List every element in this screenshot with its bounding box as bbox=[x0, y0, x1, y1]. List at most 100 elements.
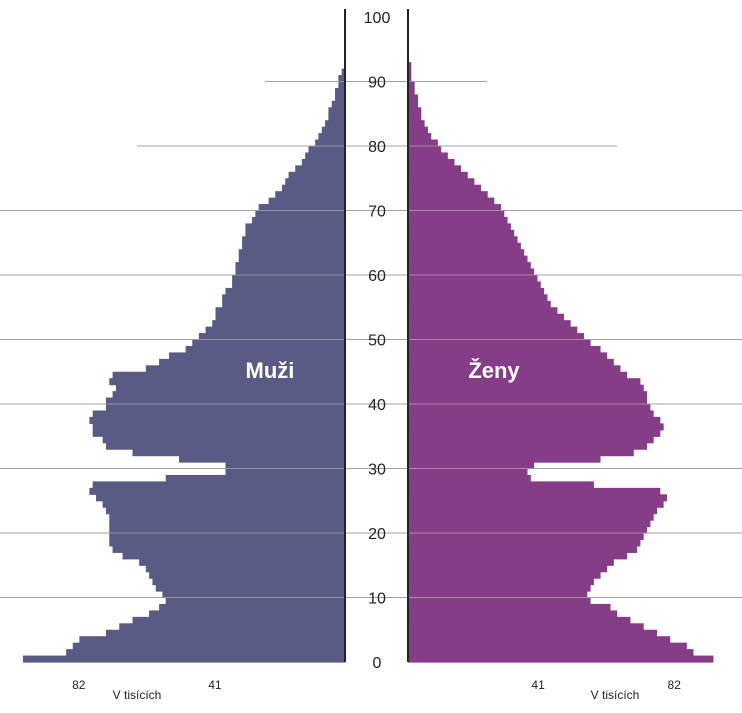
male-bar-age-9 bbox=[165, 597, 345, 605]
female-bar-age-78 bbox=[408, 152, 448, 160]
age-tick-label-20: 20 bbox=[368, 526, 386, 543]
male-bar-age-6 bbox=[132, 616, 345, 624]
female-bar-age-43 bbox=[408, 378, 641, 386]
female-bar-age-6 bbox=[408, 616, 631, 624]
male-bar-age-81 bbox=[318, 133, 345, 141]
female-bar-age-76 bbox=[408, 165, 462, 173]
female-bar-age-48 bbox=[408, 345, 601, 353]
female-bar-age-54 bbox=[408, 307, 558, 315]
male-bar-age-48 bbox=[185, 345, 345, 353]
female-bar-age-47 bbox=[408, 352, 608, 360]
female-bar-age-59 bbox=[408, 275, 538, 283]
male-bar-age-61 bbox=[235, 262, 345, 270]
female-bar-age-18 bbox=[408, 539, 641, 547]
female-bar-age-23 bbox=[408, 507, 657, 515]
male-bar-age-71 bbox=[268, 197, 345, 205]
female-bar-age-73 bbox=[408, 184, 482, 192]
male-bar-age-49 bbox=[192, 339, 345, 347]
female-bar-age-89 bbox=[408, 81, 415, 89]
male-bar-age-30 bbox=[225, 462, 345, 470]
female-x-tick-label-82: 82 bbox=[668, 678, 682, 692]
male-bar-age-24 bbox=[102, 500, 345, 508]
female-bar-age-34 bbox=[408, 436, 654, 444]
male-bar-age-5 bbox=[119, 623, 346, 631]
female-bar-age-38 bbox=[408, 410, 654, 418]
female-bar-age-62 bbox=[408, 255, 528, 263]
male-bar-age-76 bbox=[295, 165, 345, 173]
male-bars bbox=[22, 68, 346, 663]
male-bar-age-16 bbox=[122, 552, 345, 560]
male-bar-age-25 bbox=[96, 494, 345, 502]
female-bar-age-79 bbox=[408, 146, 442, 154]
male-bar-age-87 bbox=[335, 94, 345, 102]
male-bar-age-52 bbox=[212, 320, 345, 328]
male-bar-age-89 bbox=[338, 81, 345, 89]
male-bar-age-37 bbox=[89, 416, 345, 424]
female-bar-age-86 bbox=[408, 100, 418, 108]
female-bar-age-27 bbox=[408, 481, 594, 489]
male-bar-age-13 bbox=[149, 571, 345, 579]
male-bar-age-8 bbox=[159, 603, 345, 611]
female-bar-age-21 bbox=[408, 520, 651, 528]
male-bar-age-53 bbox=[215, 313, 345, 321]
male-bar-age-90 bbox=[338, 75, 345, 83]
female-bar-age-60 bbox=[408, 268, 535, 276]
male-series-label: Muži bbox=[246, 358, 295, 383]
female-bar-age-56 bbox=[408, 294, 548, 302]
male-bar-age-58 bbox=[232, 281, 345, 289]
male-bar-age-55 bbox=[222, 300, 345, 308]
age-tick-label-30: 30 bbox=[368, 462, 386, 479]
male-bar-age-72 bbox=[275, 191, 345, 199]
male-bar-age-62 bbox=[238, 255, 345, 263]
age-tick-label-100: 100 bbox=[364, 10, 391, 27]
female-bar-age-20 bbox=[408, 526, 648, 534]
male-bar-age-63 bbox=[238, 249, 345, 257]
male-bar-age-39 bbox=[105, 404, 346, 412]
male-bar-age-84 bbox=[328, 113, 345, 121]
female-bar-age-22 bbox=[408, 513, 654, 521]
male-bar-age-64 bbox=[242, 242, 345, 250]
female-bar-age-40 bbox=[408, 397, 648, 405]
female-bar-age-68 bbox=[408, 216, 508, 224]
male-bar-age-32 bbox=[132, 449, 345, 457]
female-bar-age-53 bbox=[408, 313, 565, 321]
male-bar-age-40 bbox=[105, 397, 346, 405]
female-x-tick-label-41: 41 bbox=[531, 678, 545, 692]
male-bar-age-28 bbox=[165, 474, 345, 482]
female-bar-age-82 bbox=[408, 126, 428, 134]
male-bar-age-3 bbox=[79, 636, 346, 644]
male-bar-age-83 bbox=[325, 120, 345, 128]
male-bar-age-46 bbox=[159, 358, 345, 366]
male-bar-age-42 bbox=[115, 384, 345, 392]
male-bar-age-78 bbox=[305, 152, 345, 160]
female-bar-age-83 bbox=[408, 120, 425, 128]
male-bar-age-4 bbox=[105, 629, 346, 637]
age-tick-label-50: 50 bbox=[368, 333, 386, 350]
male-bar-age-11 bbox=[155, 584, 345, 592]
female-bar-age-19 bbox=[408, 533, 644, 541]
male-bar-age-23 bbox=[105, 507, 346, 515]
female-bar-age-84 bbox=[408, 113, 422, 121]
female-bar-age-88 bbox=[408, 87, 415, 95]
male-bar-age-36 bbox=[92, 423, 346, 431]
male-bar-age-14 bbox=[145, 565, 345, 573]
male-bar-age-74 bbox=[285, 178, 345, 186]
male-x-tick-label-41: 41 bbox=[208, 678, 222, 692]
age-tick-label-60: 60 bbox=[368, 268, 386, 285]
female-bar-age-92 bbox=[408, 62, 412, 70]
labels: Muži Ženy bbox=[246, 358, 521, 383]
female-bar-age-36 bbox=[408, 423, 664, 431]
female-bar-age-33 bbox=[408, 442, 648, 450]
female-bar-age-55 bbox=[408, 300, 551, 308]
female-bar-age-41 bbox=[408, 391, 648, 399]
male-bar-age-44 bbox=[112, 371, 345, 379]
male-bar-age-19 bbox=[109, 533, 345, 541]
male-bar-age-45 bbox=[145, 365, 345, 373]
male-bar-age-69 bbox=[255, 210, 345, 218]
male-bar-age-59 bbox=[232, 275, 345, 283]
age-tick-label-80: 80 bbox=[368, 139, 386, 156]
age-tick-label-70: 70 bbox=[368, 204, 386, 221]
male-bar-age-77 bbox=[301, 158, 345, 166]
